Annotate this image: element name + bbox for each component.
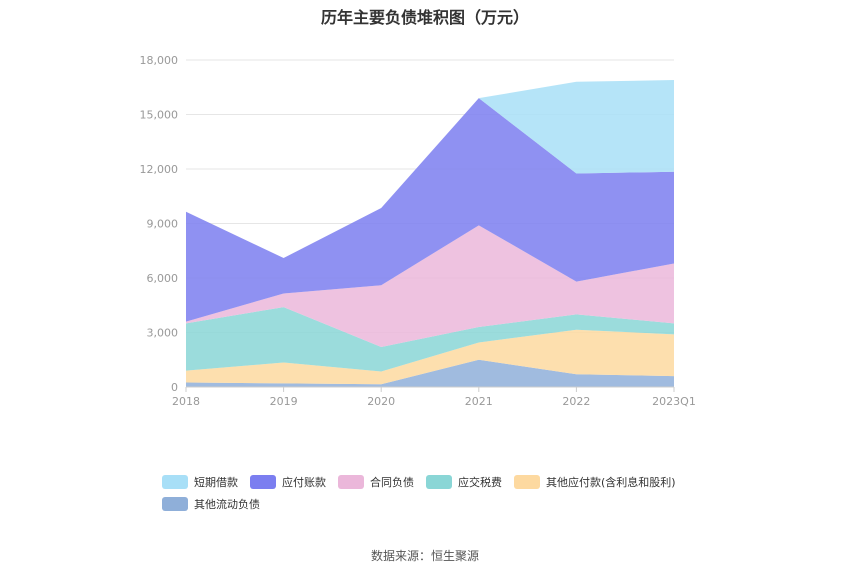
legend-swatch xyxy=(250,475,276,489)
x-tick-label: 2020 xyxy=(367,395,395,408)
legend-item[interactable]: 应交税费 xyxy=(426,474,502,490)
legend-label: 合同负债 xyxy=(370,476,414,489)
y-tick-label: 15,000 xyxy=(140,109,179,122)
legend-swatch xyxy=(514,475,540,489)
legend-label: 其他流动负债 xyxy=(194,498,260,511)
series-area xyxy=(186,79,674,259)
series-area xyxy=(186,307,674,372)
legend-label: 应交税费 xyxy=(458,476,502,489)
legend-item[interactable]: 合同负债 xyxy=(338,474,414,490)
y-tick-label: 9,000 xyxy=(147,218,179,231)
legend-item[interactable]: 其他流动负债 xyxy=(162,496,260,512)
x-tick-label: 2019 xyxy=(270,395,298,408)
y-tick-label: 6,000 xyxy=(147,272,179,285)
legend-swatch xyxy=(162,497,188,511)
x-tick-label: 2023Q1 xyxy=(652,395,696,408)
data-source-note: 数据来源：恒生聚源 xyxy=(370,549,479,563)
x-tick-label: 2022 xyxy=(562,395,590,408)
y-tick-label: 12,000 xyxy=(140,163,179,176)
y-tick-label: 3,000 xyxy=(147,327,179,340)
legend-swatch xyxy=(426,475,452,489)
chart-title: 历年主要负债堆积图（万元） xyxy=(320,8,529,27)
legend-label: 其他应付款(含利息和股利) xyxy=(546,476,676,489)
legend-swatch xyxy=(162,475,188,489)
series-area xyxy=(186,225,674,348)
y-tick-label: 18,000 xyxy=(140,54,179,67)
legend-item[interactable]: 应付账款 xyxy=(250,474,326,490)
legend-item[interactable]: 其他应付款(含利息和股利) xyxy=(514,474,676,490)
legend-item[interactable]: 短期借款 xyxy=(162,474,238,490)
chart-legend: 短期借款 应付账款 合同负债 应交税费 其他应付款(含利息和股利) 其他流动负债 xyxy=(162,474,722,512)
y-tick-label: 0 xyxy=(171,381,178,394)
series-area xyxy=(186,359,674,387)
legend-label: 应付账款 xyxy=(282,476,326,489)
x-tick-label: 2018 xyxy=(172,395,200,408)
legend-label: 短期借款 xyxy=(194,476,238,489)
x-tick-label: 2021 xyxy=(465,395,493,408)
series-area xyxy=(186,98,674,322)
legend-swatch xyxy=(338,475,364,489)
